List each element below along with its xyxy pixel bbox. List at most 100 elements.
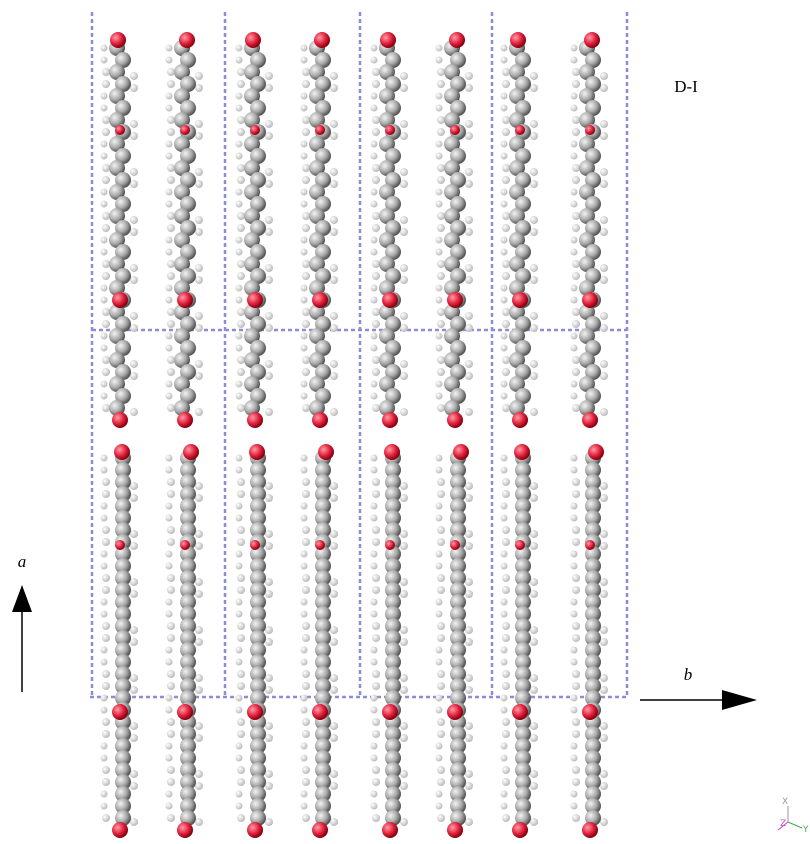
hydrogen [330, 578, 338, 586]
hydrogen [465, 372, 473, 380]
oxygen [180, 125, 190, 135]
hydrogen [600, 228, 608, 236]
hydrogen [465, 818, 473, 826]
hydrogen [330, 408, 338, 416]
hydrogen [502, 80, 510, 88]
hydrogen [130, 530, 138, 538]
hydrogen [400, 408, 408, 416]
hydrogen [195, 578, 203, 586]
hydrogen [102, 368, 110, 376]
hydrogen [130, 324, 138, 332]
hydrogen [437, 164, 445, 172]
hydrogen [600, 734, 608, 742]
hydrogen [130, 216, 138, 224]
hydrogen [101, 611, 108, 618]
hydrogen [330, 276, 338, 284]
oxygen [250, 540, 260, 550]
hydrogen [195, 264, 203, 272]
hydrogen [400, 590, 408, 598]
oxygen [453, 444, 469, 460]
hydrogen [101, 45, 108, 52]
hydrogen [501, 803, 508, 810]
hydrogen [302, 260, 310, 268]
hydrogen [501, 333, 508, 340]
oxygen [380, 32, 396, 48]
hydrogen [330, 216, 338, 224]
hydrogen [400, 372, 408, 380]
hydrogen [502, 116, 510, 124]
hydrogen [371, 503, 378, 510]
hydrogen [236, 755, 243, 762]
hydrogen [195, 542, 203, 550]
hydrogen [437, 586, 445, 594]
hydrogen [130, 818, 138, 826]
hydrogen [437, 272, 445, 280]
hydrogen [600, 324, 608, 332]
hydrogen [265, 72, 273, 80]
hydrogen [501, 189, 508, 196]
triad-label: X [782, 797, 788, 807]
hydrogen [530, 84, 538, 92]
hydrogen [465, 84, 473, 92]
hydrogen [237, 68, 245, 76]
hydrogen [102, 718, 110, 726]
oxygen [250, 125, 260, 135]
hydrogen [502, 164, 510, 172]
hydrogen [572, 116, 580, 124]
hydrogen [572, 404, 580, 412]
hydrogen [237, 778, 245, 786]
hydrogen [166, 503, 173, 510]
hydrogen [301, 563, 308, 570]
hydrogen [301, 503, 308, 510]
hydrogen [265, 120, 273, 128]
hydrogen [572, 538, 580, 546]
hydrogen [265, 722, 273, 730]
oxygen [315, 540, 325, 550]
hydrogen [265, 264, 273, 272]
hydrogen [302, 670, 310, 678]
hydrogen [301, 345, 308, 352]
hydrogen [302, 128, 310, 136]
hydrogen [501, 647, 508, 654]
hydrogen [102, 272, 110, 280]
hydrogen [237, 682, 245, 690]
hydrogen [400, 530, 408, 538]
hydrogen [372, 586, 380, 594]
hydrogen [195, 276, 203, 284]
hydrogen [102, 526, 110, 534]
hydrogen [236, 599, 243, 606]
oxygen [582, 704, 598, 720]
hydrogen [372, 368, 380, 376]
hydrogen [372, 320, 380, 328]
hydrogen [372, 272, 380, 280]
hydrogen [236, 285, 243, 292]
hydrogen [330, 264, 338, 272]
hydrogen [501, 755, 508, 762]
hydrogen [101, 105, 108, 112]
hydrogen [330, 818, 338, 826]
hydrogen [301, 659, 308, 666]
hydrogen [166, 141, 173, 148]
axis-a: a [12, 552, 32, 692]
hydrogen [237, 634, 245, 642]
hydrogen [102, 622, 110, 630]
hydrogen [465, 180, 473, 188]
hydrogen [301, 611, 308, 618]
hydrogen [371, 333, 378, 340]
hydrogen [195, 590, 203, 598]
hydrogen [437, 526, 445, 534]
hydrogen [571, 345, 578, 352]
hydrogen [265, 770, 273, 778]
hydrogen [530, 542, 538, 550]
hydrogen [102, 766, 110, 774]
hydrogen [400, 312, 408, 320]
hydrogen [436, 551, 443, 558]
hydrogen [372, 574, 380, 582]
hydrogen [371, 249, 378, 256]
hydrogen [502, 622, 510, 630]
hydrogen [372, 526, 380, 534]
hydrogen [371, 599, 378, 606]
hydrogen [301, 647, 308, 654]
oxygen [114, 444, 130, 460]
hydrogen [436, 249, 443, 256]
